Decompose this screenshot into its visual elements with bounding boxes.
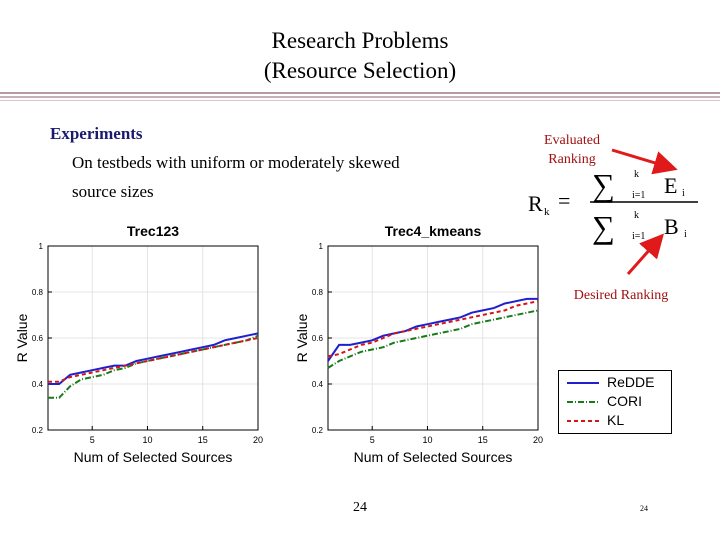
legend: ReDDE CORI KL — [558, 370, 672, 434]
numerator-sub: i — [682, 188, 685, 199]
x-tick-label: 5 — [90, 435, 95, 445]
slide-title-line1: Research Problems — [271, 28, 449, 53]
y-tick-label: 0.2 — [312, 426, 324, 435]
legend-label-kl: KL — [607, 412, 625, 428]
sum-lower-num: i=1 — [632, 190, 645, 201]
subtext-line2: source sizes — [72, 182, 154, 201]
legend-label-redde: ReDDE — [607, 374, 655, 390]
y-tick-label: 0.2 — [32, 426, 44, 435]
denominator-var: B — [664, 214, 679, 239]
y-tick-label: 1 — [319, 242, 324, 251]
chart-title-1: Trec123 — [127, 223, 179, 239]
y-tick-label: 0.8 — [312, 288, 324, 297]
x-tick-label: 20 — [253, 435, 263, 445]
y-axis-label: R Value — [294, 313, 310, 362]
bullet-experiments: Experiments — [50, 124, 143, 143]
y-tick-label: 0.6 — [32, 334, 44, 343]
x-axis-label: Num of Selected Sources — [354, 449, 513, 465]
desired-ranking-label: Desired Ranking — [573, 288, 669, 303]
formula-equals: = — [558, 188, 570, 213]
chart-trec4-kmeans: Trec4_kmeans 5 10 15 20 0.2 0.4 0.6 0.8 1 Num of S… — [294, 223, 543, 465]
sum-symbol-den: ∑ — [592, 209, 615, 245]
chart-title-2: Trec4_kmeans — [385, 223, 482, 239]
series-line-redde — [48, 332, 259, 385]
series-line-redde — [327, 297, 538, 362]
x-tick-label: 10 — [142, 435, 152, 445]
sum-upper-num: k — [634, 169, 639, 180]
y-axis-label: R Value — [14, 313, 30, 362]
page-number: 24 — [353, 500, 367, 515]
x-tick-label: 15 — [198, 435, 208, 445]
numerator-var: E — [664, 173, 677, 198]
formula: R k = ∑ k i=1 E i ∑ k i=1 B i — [528, 167, 698, 245]
series-line-cori — [327, 309, 539, 369]
title-divider — [0, 92, 720, 104]
y-tick-label: 0.6 — [312, 334, 324, 343]
y-tick-label: 0.8 — [32, 288, 44, 297]
sum-upper-den: k — [634, 210, 639, 221]
y-tick-label: 0.4 — [32, 380, 44, 389]
formula-lhs: R — [528, 191, 543, 216]
sum-symbol-num: ∑ — [592, 167, 615, 203]
series-line-kl — [327, 300, 539, 358]
formula-lhs-sub: k — [544, 206, 550, 218]
subtext-line1: On testbeds with uniform or moderately s… — [72, 153, 400, 172]
chart-trec123: Trec123 5 10 15 20 0.2 0.4 0.6 0.8 1 Num of Select… — [14, 223, 263, 465]
y-tick-label: 0.4 — [312, 380, 324, 389]
denominator-sub: i — [684, 229, 687, 240]
x-tick-label: 10 — [422, 435, 432, 445]
x-tick-label: 5 — [370, 435, 375, 445]
x-axis-label: Num of Selected Sources — [74, 449, 233, 465]
legend-label-cori: CORI — [607, 393, 642, 409]
page-number-small: 24 — [640, 504, 648, 513]
x-tick-label: 15 — [478, 435, 488, 445]
series-line-kl — [48, 337, 259, 383]
y-tick-label: 1 — [39, 242, 44, 251]
slide-title-line2: (Resource Selection) — [263, 58, 457, 83]
x-tick-label: 20 — [533, 435, 543, 445]
evaluated-ranking-label: Evaluated Ranking — [544, 133, 600, 167]
sum-lower-den: i=1 — [632, 231, 645, 242]
